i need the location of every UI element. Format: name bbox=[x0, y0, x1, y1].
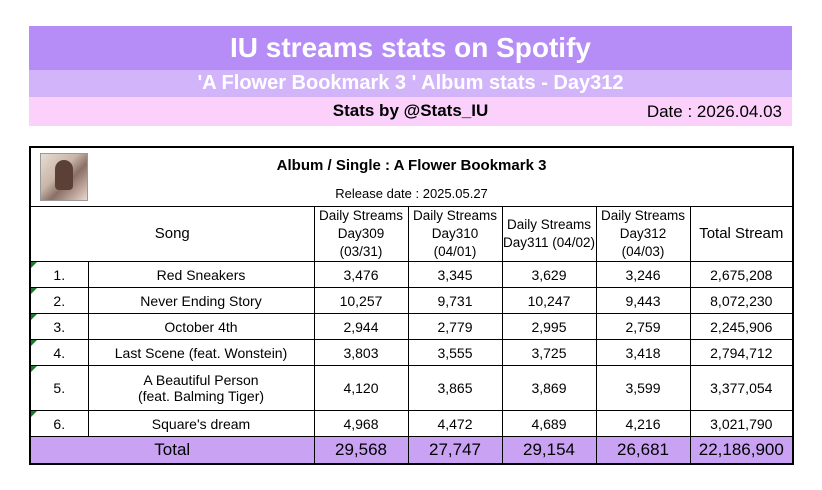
streams-day309: 10,257 bbox=[313, 287, 409, 314]
stats-table: Album / Single : A Flower Bookmark 3 Rel… bbox=[29, 146, 795, 465]
streams-day310: 9,731 bbox=[407, 287, 503, 314]
streams-day309: 3,476 bbox=[313, 261, 409, 288]
table-header-row: Song Daily Streams Day309 (03/31) Daily S… bbox=[29, 206, 794, 262]
album-release-date: Release date : 2025.05.27 bbox=[335, 186, 488, 201]
streams-day311: 10,247 bbox=[501, 287, 597, 314]
totals-row: Total 29,568 27,747 29,154 26,681 22,186… bbox=[29, 436, 794, 465]
credit-bar: Stats by @Stats_IU Date : 2026.04.03 bbox=[29, 97, 792, 126]
table-row: 6. Square's dream 4,968 4,472 4,689 4,21… bbox=[29, 410, 794, 437]
col-header-song: Song bbox=[29, 206, 315, 262]
table-row: 5. A Beautiful Person (feat. Balming Tige… bbox=[29, 365, 794, 411]
streams-day312: 9,443 bbox=[595, 287, 691, 314]
table-row: 2. Never Ending Story 10,257 9,731 10,24… bbox=[29, 287, 794, 314]
streams-day309: 2,944 bbox=[313, 313, 409, 340]
row-number: 4. bbox=[29, 339, 89, 366]
col-header-label: Daily Streams bbox=[600, 208, 686, 223]
totals-overall: 22,186,900 bbox=[689, 436, 794, 465]
col-header-total: Total Stream bbox=[689, 206, 794, 262]
row-number: 6. bbox=[29, 410, 89, 437]
table-row: 1. Red Sneakers 3,476 3,345 3,629 3,246 … bbox=[29, 261, 794, 288]
row-flag-marker bbox=[31, 340, 37, 346]
streams-day312: 3,418 bbox=[595, 339, 691, 366]
song-title-line: (feat. Balming Tiger) bbox=[137, 388, 265, 404]
col-header-day309: Daily Streams Day309 (03/31) bbox=[313, 206, 409, 262]
col-header-label: Daily Streams bbox=[506, 217, 592, 232]
row-number: 5. bbox=[29, 365, 89, 411]
col-header-day: Day311 (04/02) bbox=[502, 235, 596, 250]
totals-label: Total bbox=[29, 436, 315, 465]
streams-day311: 3,725 bbox=[501, 339, 597, 366]
page-title: IU streams stats on Spotify bbox=[29, 26, 792, 70]
streams-day309: 3,803 bbox=[313, 339, 409, 366]
total-streams: 3,377,054 bbox=[689, 365, 794, 411]
row-number: 3. bbox=[29, 313, 89, 340]
album-info-row: Album / Single : A Flower Bookmark 3 Rel… bbox=[29, 146, 794, 207]
row-number: 1. bbox=[29, 261, 89, 288]
album-cover-image bbox=[40, 153, 88, 201]
row-flag-marker bbox=[31, 411, 37, 417]
totals-day309: 29,568 bbox=[313, 436, 409, 465]
streams-day311: 3,869 bbox=[501, 365, 597, 411]
song-title-line: A Beautiful Person bbox=[143, 372, 259, 388]
row-flag-marker bbox=[31, 288, 37, 294]
streams-day309: 4,968 bbox=[313, 410, 409, 437]
date-text: Date : 2026.04.03 bbox=[646, 102, 782, 121]
streams-day310: 3,555 bbox=[407, 339, 503, 366]
streams-day309: 4,120 bbox=[313, 365, 409, 411]
col-header-day312: Daily Streams Day312 (04/03) bbox=[595, 206, 691, 262]
total-streams: 2,245,906 bbox=[689, 313, 794, 340]
song-title: Red Sneakers bbox=[87, 261, 315, 288]
song-title: A Beautiful Person (feat. Balming Tiger) bbox=[87, 365, 315, 411]
row-flag-marker bbox=[31, 314, 37, 320]
col-header-label: Daily Streams bbox=[412, 208, 498, 223]
total-streams: 8,072,230 bbox=[689, 287, 794, 314]
streams-day310: 4,472 bbox=[407, 410, 503, 437]
row-flag-marker bbox=[31, 262, 37, 268]
credit-text: Stats by @Stats_IU bbox=[332, 101, 489, 120]
streams-day311: 2,995 bbox=[501, 313, 597, 340]
streams-day312: 3,246 bbox=[595, 261, 691, 288]
streams-day310: 3,345 bbox=[407, 261, 503, 288]
table-row: 3. October 4th 2,944 2,779 2,995 2,759 2… bbox=[29, 313, 794, 340]
row-number: 2. bbox=[29, 287, 89, 314]
table-row: 4. Last Scene (feat. Wonstein) 3,803 3,5… bbox=[29, 339, 794, 366]
totals-day311: 29,154 bbox=[501, 436, 597, 465]
col-header-day: Day310 (04/01) bbox=[431, 226, 479, 259]
total-streams: 2,675,208 bbox=[689, 261, 794, 288]
col-header-day: Day312 (04/03) bbox=[619, 226, 667, 259]
col-header-day311: Daily Streams Day311 (04/02) bbox=[501, 206, 597, 262]
streams-day310: 2,779 bbox=[407, 313, 503, 340]
row-flag-marker bbox=[31, 366, 37, 372]
totals-day310: 27,747 bbox=[407, 436, 503, 465]
song-title: Square's dream bbox=[87, 410, 315, 437]
streams-day312: 2,759 bbox=[595, 313, 691, 340]
col-header-day: Day309 (03/31) bbox=[337, 226, 385, 259]
streams-day310: 3,865 bbox=[407, 365, 503, 411]
total-streams: 2,794,712 bbox=[689, 339, 794, 366]
song-title: Never Ending Story bbox=[87, 287, 315, 314]
total-streams: 3,021,790 bbox=[689, 410, 794, 437]
col-header-day310: Daily Streams Day310 (04/01) bbox=[407, 206, 503, 262]
col-header-label: Daily Streams bbox=[318, 208, 404, 223]
streams-day312: 4,216 bbox=[595, 410, 691, 437]
totals-day312: 26,681 bbox=[595, 436, 691, 465]
song-title: October 4th bbox=[87, 313, 315, 340]
streams-day311: 3,629 bbox=[501, 261, 597, 288]
album-title: Album / Single : A Flower Bookmark 3 bbox=[276, 157, 547, 174]
streams-day311: 4,689 bbox=[501, 410, 597, 437]
streams-day312: 3,599 bbox=[595, 365, 691, 411]
album-info-cell: Album / Single : A Flower Bookmark 3 Rel… bbox=[29, 146, 794, 207]
song-title: Last Scene (feat. Wonstein) bbox=[87, 339, 315, 366]
album-subtitle: 'A Flower Bookmark 3 ' Album stats - Day… bbox=[29, 70, 792, 97]
